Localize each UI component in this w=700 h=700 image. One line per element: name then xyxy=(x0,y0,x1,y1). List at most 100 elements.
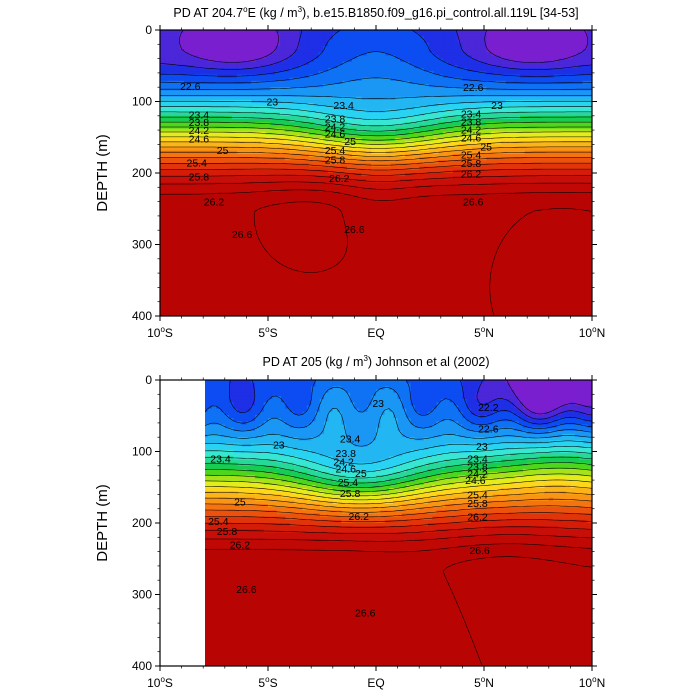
color-band-cell xyxy=(332,33,339,37)
color-band-cell xyxy=(160,182,166,187)
color-band-cell xyxy=(217,99,223,104)
color-band-cell xyxy=(544,58,550,63)
color-band-cell xyxy=(217,112,223,117)
color-band-cell xyxy=(174,49,180,53)
color-band-cell xyxy=(160,201,166,206)
color-band-cell xyxy=(515,179,521,184)
color-band-cell xyxy=(361,118,367,123)
color-band-cell xyxy=(328,109,334,114)
color-band-cell xyxy=(184,169,190,174)
color-band-cell xyxy=(486,109,492,114)
color-band-cell xyxy=(448,157,454,161)
color-band-cell xyxy=(352,157,358,161)
color-band-cell xyxy=(347,131,353,136)
color-band-cell xyxy=(198,112,204,117)
color-band-cell xyxy=(280,160,286,165)
color-band-cell xyxy=(457,115,463,120)
color-band-cell xyxy=(164,166,171,171)
color-band-cell xyxy=(505,192,511,196)
color-band-cell xyxy=(270,150,276,155)
color-band-cell xyxy=(260,185,267,190)
color-band-cell xyxy=(198,153,204,158)
color-band-cell xyxy=(452,33,459,37)
color-band-cell xyxy=(414,138,420,142)
color-band-cell xyxy=(256,157,262,161)
color-band-cell xyxy=(500,96,507,101)
color-band-cell xyxy=(265,71,271,76)
color-band-cell xyxy=(342,128,348,133)
color-band-cell xyxy=(409,163,415,168)
color-band-cell xyxy=(457,30,463,34)
color-band-cell xyxy=(246,68,252,72)
color-band-cell xyxy=(457,112,463,117)
color-band-cell xyxy=(174,74,180,79)
color-band-cell xyxy=(193,90,199,95)
color-band-cell xyxy=(481,118,487,123)
color-band-cell xyxy=(500,147,507,152)
color-band-cell xyxy=(390,74,396,79)
color-band-cell xyxy=(328,84,334,88)
color-band-cell xyxy=(246,90,252,95)
color-band-cell xyxy=(390,93,396,98)
color-band-cell xyxy=(270,179,276,184)
color-band-cell xyxy=(208,77,214,82)
color-band-cell xyxy=(510,185,516,190)
color-band-cell xyxy=(299,169,305,174)
color-band-cell xyxy=(241,71,247,76)
color-band-cell xyxy=(385,169,391,174)
color-band-cell xyxy=(443,99,449,104)
color-band-cell xyxy=(352,125,358,130)
color-band-cell xyxy=(395,188,401,193)
color-band-cell xyxy=(337,125,343,130)
color-band-cell xyxy=(265,160,271,165)
color-band-cell xyxy=(548,52,555,57)
color-band-cell xyxy=(582,58,588,63)
color-band-cell xyxy=(164,30,171,34)
color-band-cell xyxy=(203,42,209,47)
color-band-cell xyxy=(520,122,526,126)
color-band-cell xyxy=(164,77,171,82)
color-band-cell xyxy=(270,144,276,149)
color-band-cell xyxy=(524,39,531,44)
color-band-cell xyxy=(515,192,521,196)
color-band-cell xyxy=(428,80,435,85)
color-band-cell xyxy=(376,157,382,161)
color-band-cell xyxy=(371,195,377,200)
color-band-cell xyxy=(174,103,180,107)
color-band-cell xyxy=(212,169,219,174)
color-band-cell xyxy=(400,77,406,82)
color-band-cell xyxy=(400,128,406,133)
color-band-cell xyxy=(481,115,487,120)
color-band-cell xyxy=(534,112,540,117)
color-band-cell xyxy=(251,134,257,139)
color-band-cell xyxy=(544,169,550,174)
color-band-cell xyxy=(241,52,247,57)
color-band-cell xyxy=(563,42,569,47)
color-band-cell xyxy=(280,179,286,184)
color-band-cell xyxy=(179,109,185,114)
color-band-cell xyxy=(227,64,233,69)
color-band-cell xyxy=(558,147,564,152)
color-band-cell xyxy=(332,96,339,101)
color-band-cell xyxy=(568,109,574,114)
color-band-cell xyxy=(467,166,473,171)
color-band-cell xyxy=(529,138,535,142)
color-band-cell xyxy=(366,106,372,111)
color-band-cell xyxy=(472,201,478,206)
color-band-cell xyxy=(428,58,435,63)
color-band-cell xyxy=(467,169,473,174)
color-band-cell xyxy=(448,166,454,171)
color-band-cell xyxy=(337,68,343,72)
color-band-cell xyxy=(227,153,233,158)
color-band-cell xyxy=(236,42,243,47)
color-band-cell xyxy=(577,55,583,60)
color-band-cell xyxy=(371,147,377,152)
color-band-cell xyxy=(294,125,300,130)
color-band-cell xyxy=(462,84,468,88)
color-band-cell xyxy=(515,185,521,190)
color-band-cell xyxy=(404,52,411,57)
color-band-cell xyxy=(452,163,459,168)
color-band-cell xyxy=(510,103,516,107)
color-band-cell xyxy=(534,198,540,203)
color-band-cell xyxy=(496,96,502,101)
